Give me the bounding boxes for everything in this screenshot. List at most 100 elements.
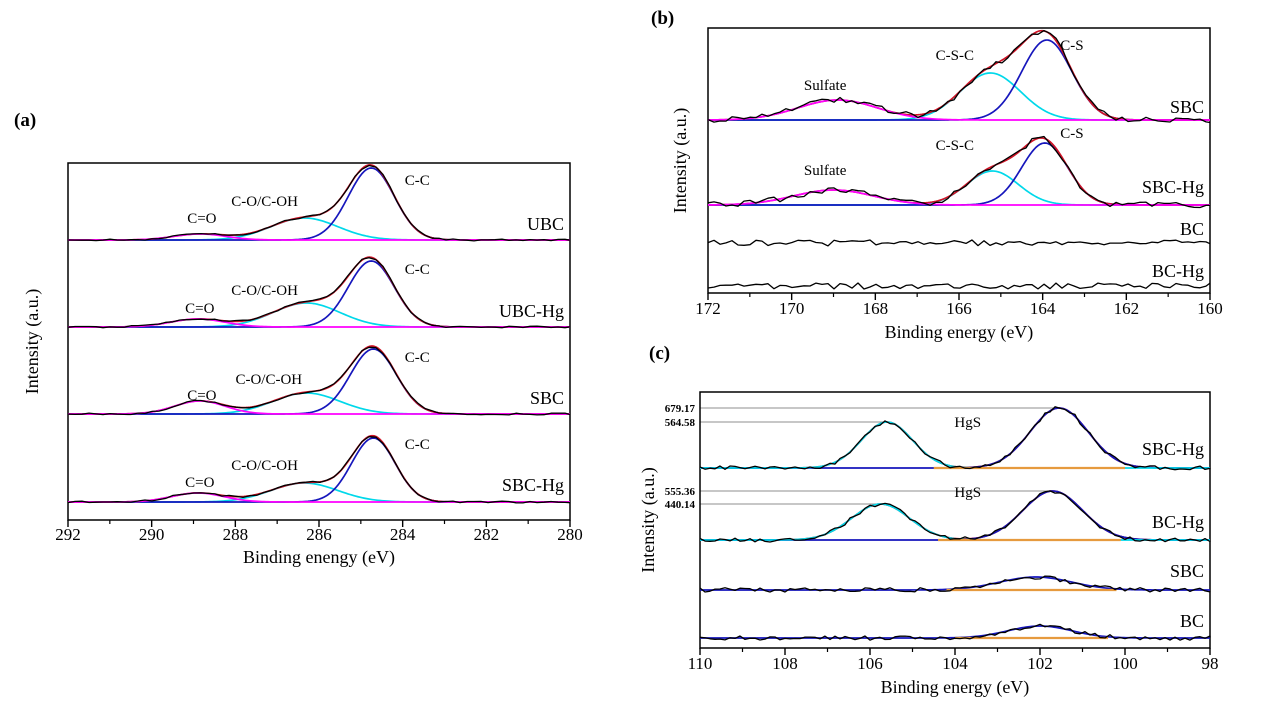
sample-label: BC [1180, 611, 1204, 631]
component-curve-C-C [68, 260, 570, 328]
raw-data [67, 164, 571, 242]
sample-label: SBC [530, 388, 564, 408]
component-curve-C-C [68, 167, 570, 241]
x-tick-label: 160 [1197, 299, 1223, 318]
trace-UBC: C-C C-O/C-OH C=O UBC [67, 164, 571, 242]
sample-label: BC-Hg [1152, 512, 1204, 532]
trace-UBC-Hg: C-C C-O/C-OH C=O UBC-Hg [67, 256, 571, 329]
trace-SBC-Hg: HgS SBC-Hg [699, 406, 1211, 471]
envelope-curve [68, 345, 570, 415]
envelope-curve [68, 164, 570, 241]
peak-annotation: C-C [405, 173, 430, 189]
x-axis-title: Binding enengy (eV) [243, 547, 395, 568]
component-curve-Si/Hg trace peak [700, 625, 1210, 639]
component-curve-C-O/C-OH [68, 217, 570, 241]
gridline-value: 440.14 [665, 499, 696, 511]
component-curve-HgS (4f5/2) [700, 503, 1210, 541]
x-tick-label: 282 [474, 525, 500, 544]
x-tick-label: 108 [772, 654, 798, 673]
raw-data [67, 346, 571, 416]
peak-annotation: C-S-C [936, 138, 974, 154]
sample-label: SBC-Hg [502, 475, 564, 495]
gridline-value: 679.17 [665, 403, 696, 415]
x-tick-label: 286 [306, 525, 332, 544]
gridline-value: 555.36 [665, 486, 696, 498]
peak-annotation: C-S [1060, 38, 1083, 54]
trace-SBC: SBC [699, 561, 1211, 593]
sample-label: UBC [527, 214, 564, 234]
panel-c-letter: (c) [649, 343, 671, 364]
x-tick-label: 162 [1114, 299, 1140, 318]
panel-a-letter: (a) [14, 110, 37, 131]
peak-annotation: C=O [187, 388, 216, 404]
peak-annotation: Sulfate [804, 78, 847, 94]
component-curve-Sulfate [707, 189, 1210, 206]
trace-SBC-Hg: Sulfate C-S-C C-S SBC-Hg [707, 126, 1210, 209]
y-axis-title: Intensity (a.u.) [638, 467, 659, 572]
sample-label: SBC-Hg [1142, 439, 1204, 459]
x-tick-label: 284 [390, 525, 416, 544]
component-curve-C-O/C-OH [68, 302, 570, 328]
peak-annotation: C-O/C-OH [231, 458, 298, 474]
trace-BC-Hg: HgS BC-Hg [699, 485, 1211, 543]
x-tick-label: 106 [857, 654, 883, 673]
component-curve-C-C [68, 348, 570, 415]
envelope-curve [68, 256, 570, 328]
peak-annotation: C-C [405, 262, 430, 278]
plot-border [707, 27, 1211, 294]
x-axis-title: Binding energy (eV) [885, 322, 1034, 343]
trace-BC-Hg: BC-Hg [707, 261, 1211, 290]
x-tick-label: 98 [1202, 654, 1219, 673]
x-tick-label: 110 [688, 654, 713, 673]
sample-label: SBC [1170, 561, 1204, 581]
peak-annotation: C-O/C-OH [231, 283, 298, 299]
raw-data [699, 623, 1211, 641]
x-tick-label: 290 [139, 525, 165, 544]
panel-a: 292 290 288 286 284 282 280 Binding enengy (eV)… [22, 162, 583, 568]
raw-data [699, 406, 1211, 471]
envelope-curve [707, 29, 1210, 121]
raw-data [699, 575, 1211, 593]
raw-data [707, 239, 1211, 247]
x-tick-label: 166 [946, 299, 972, 318]
peak-annotation: Sulfate [804, 163, 847, 179]
component-curve-C=O [68, 400, 570, 415]
trace-BC: BC [707, 219, 1211, 247]
peak-annotation: C=O [185, 475, 214, 491]
raw-data [707, 135, 1210, 209]
raw-data [699, 490, 1211, 543]
trace-BC: BC [699, 611, 1211, 641]
panel-b: 172 170 168 166 164 162 160 Binding energy (eV)… [670, 27, 1223, 343]
sample-label: BC [1180, 219, 1204, 239]
sample-label: UBC-Hg [499, 301, 564, 321]
raw-data [707, 282, 1211, 290]
x-tick-label: 288 [223, 525, 249, 544]
x-tick-label: 292 [55, 525, 81, 544]
peak-annotation: C-C [405, 350, 430, 366]
x-tick-label: 104 [942, 654, 968, 673]
envelope-curve [68, 434, 570, 503]
x-tick-label: 172 [695, 299, 721, 318]
x-axis-title: Binding energy (eV) [881, 677, 1030, 698]
raw-data [707, 29, 1211, 124]
peak-annotation: C-O/C-OH [235, 372, 302, 388]
peak-annotation: C-S-C [936, 48, 974, 64]
peak-annotation: HgS [954, 415, 981, 431]
trace-SBC: C-C C-O/C-OH C=O SBC [67, 345, 571, 416]
panel-b-letter: (b) [651, 8, 675, 29]
peak-annotation: HgS [954, 485, 981, 501]
raw-data [67, 257, 571, 329]
sample-label: SBC [1170, 97, 1204, 117]
peak-annotation: C-O/C-OH [231, 194, 298, 210]
x-tick-label: 100 [1112, 654, 1138, 673]
x-tick-label: 164 [1030, 299, 1056, 318]
trace-SBC-Hg: C-C C-O/C-OH C=O SBC-Hg [67, 434, 571, 504]
peak-annotation: C-S [1060, 126, 1083, 142]
x-tick-label: 168 [863, 299, 889, 318]
y-axis-title: Intensity (a.u.) [22, 289, 43, 394]
component-curve-C-C [68, 437, 570, 503]
x-tick-label: 170 [779, 299, 805, 318]
